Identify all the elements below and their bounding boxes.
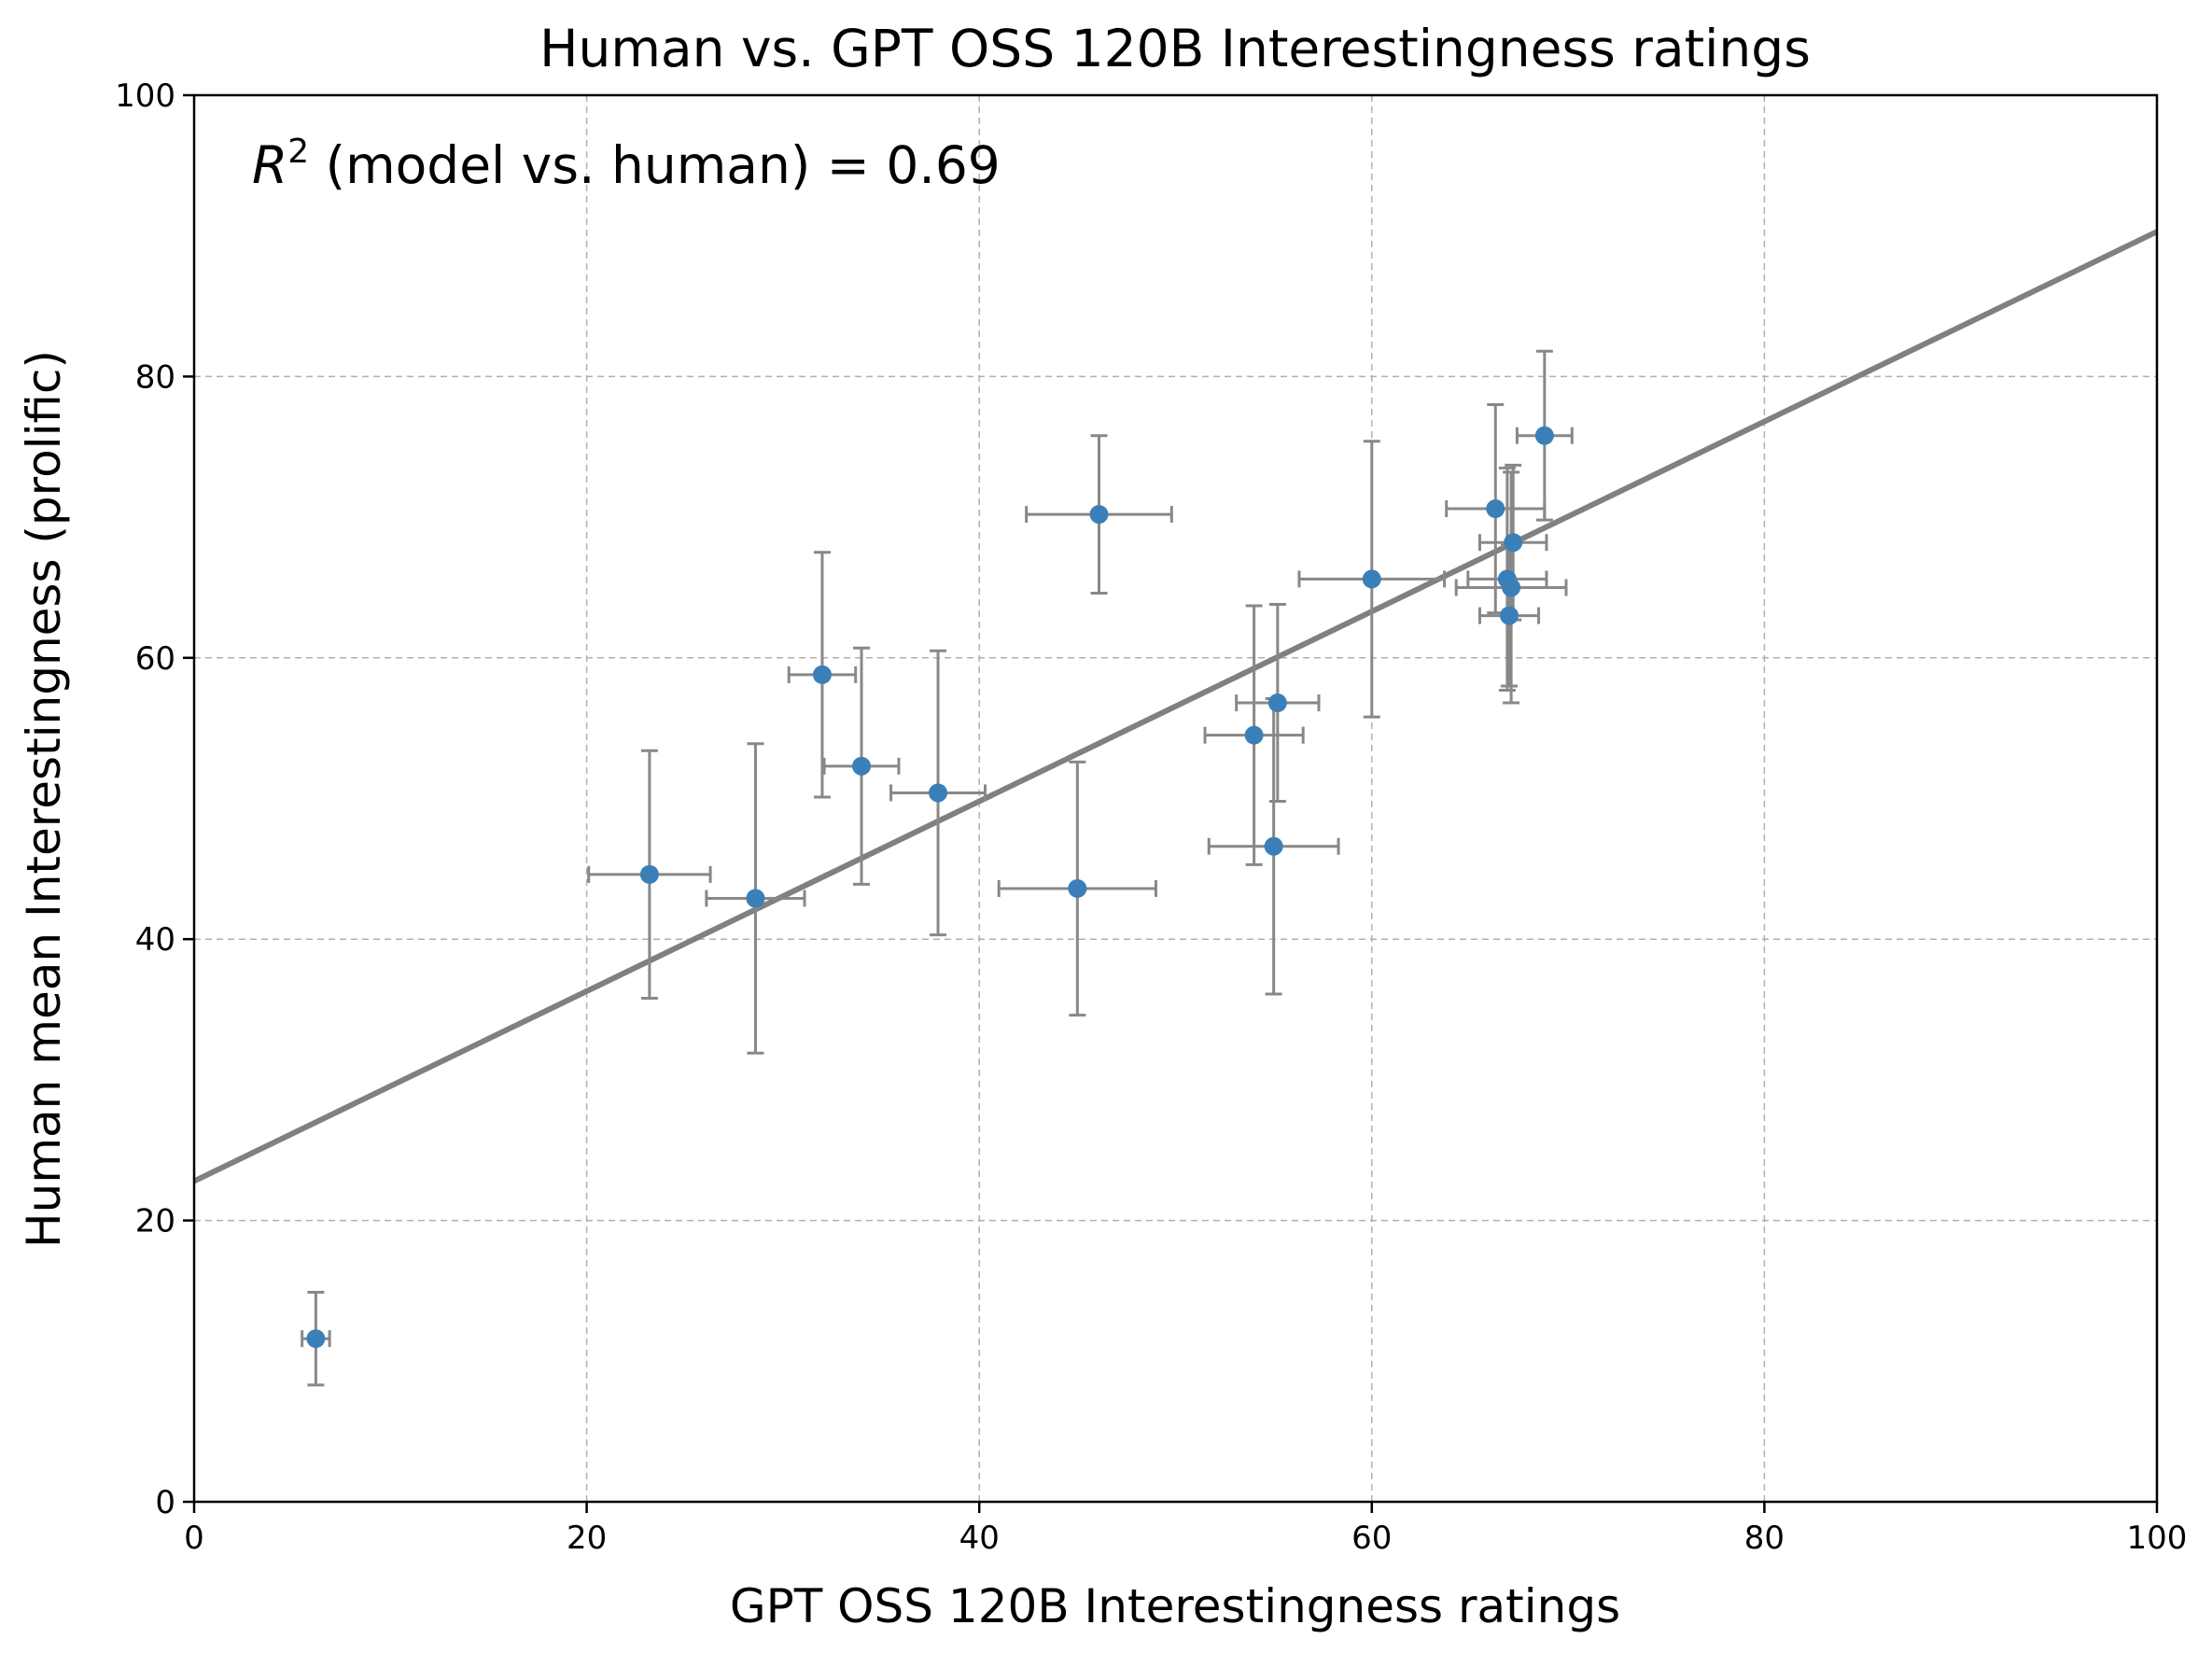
plot-frame <box>192 93 2159 1504</box>
x-tick-label: 100 <box>2127 1520 2188 1557</box>
data-point <box>639 864 659 884</box>
data-point <box>929 783 948 803</box>
y-axis-label: Human mean Interestingness (prolific) <box>17 350 71 1248</box>
data-point <box>1500 606 1519 625</box>
y-tick-label: 20 <box>135 1203 175 1240</box>
y-tick-label: 0 <box>155 1484 175 1521</box>
regression-line-group <box>192 229 2159 1184</box>
x-tick-label: 40 <box>959 1520 1000 1557</box>
y-tick-label: 100 <box>115 77 175 115</box>
error-bars <box>301 349 1574 1387</box>
x-tick-label: 0 <box>184 1520 204 1557</box>
y-axis-ticks: 0 20 40 60 80 100 <box>115 77 194 1521</box>
y-tick-label: 60 <box>135 640 175 678</box>
chart-title: Human vs. GPT OSS 120B Interestingness r… <box>539 19 1811 78</box>
y-tick-label: 40 <box>135 921 175 959</box>
data-point <box>1486 499 1505 519</box>
data-point <box>746 889 765 908</box>
data-point <box>812 665 832 684</box>
data-point <box>1244 725 1264 745</box>
y-tick-label: 80 <box>135 358 175 396</box>
data-point <box>1264 836 1283 856</box>
x-axis-ticks: 0 20 40 60 80 100 <box>184 1502 2187 1557</box>
data-point <box>306 1329 326 1349</box>
data-point <box>1362 569 1381 589</box>
regression-line <box>192 229 2159 1184</box>
r-squared-text: (model vs. human) = 0.69 <box>309 135 1001 195</box>
x-axis-label: GPT OSS 120B Interestingness ratings <box>730 1579 1620 1633</box>
data-point <box>1089 505 1109 525</box>
x-tick-label: 20 <box>567 1520 607 1557</box>
data-point <box>1504 533 1523 553</box>
data-point <box>1068 878 1087 898</box>
r-squared-exponent: 2 <box>287 133 309 171</box>
data-point <box>1502 578 1521 597</box>
x-tick-label: 60 <box>1351 1520 1392 1557</box>
data-point <box>1534 426 1554 445</box>
r-squared-symbol: R <box>252 135 287 195</box>
data-point <box>852 756 872 776</box>
gridlines <box>194 95 2157 1502</box>
r-squared-annotation: R2 (model vs. human) = 0.69 <box>252 133 1001 195</box>
x-tick-label: 80 <box>1744 1520 1785 1557</box>
data-points <box>306 426 1554 1349</box>
data-point <box>1267 693 1287 713</box>
